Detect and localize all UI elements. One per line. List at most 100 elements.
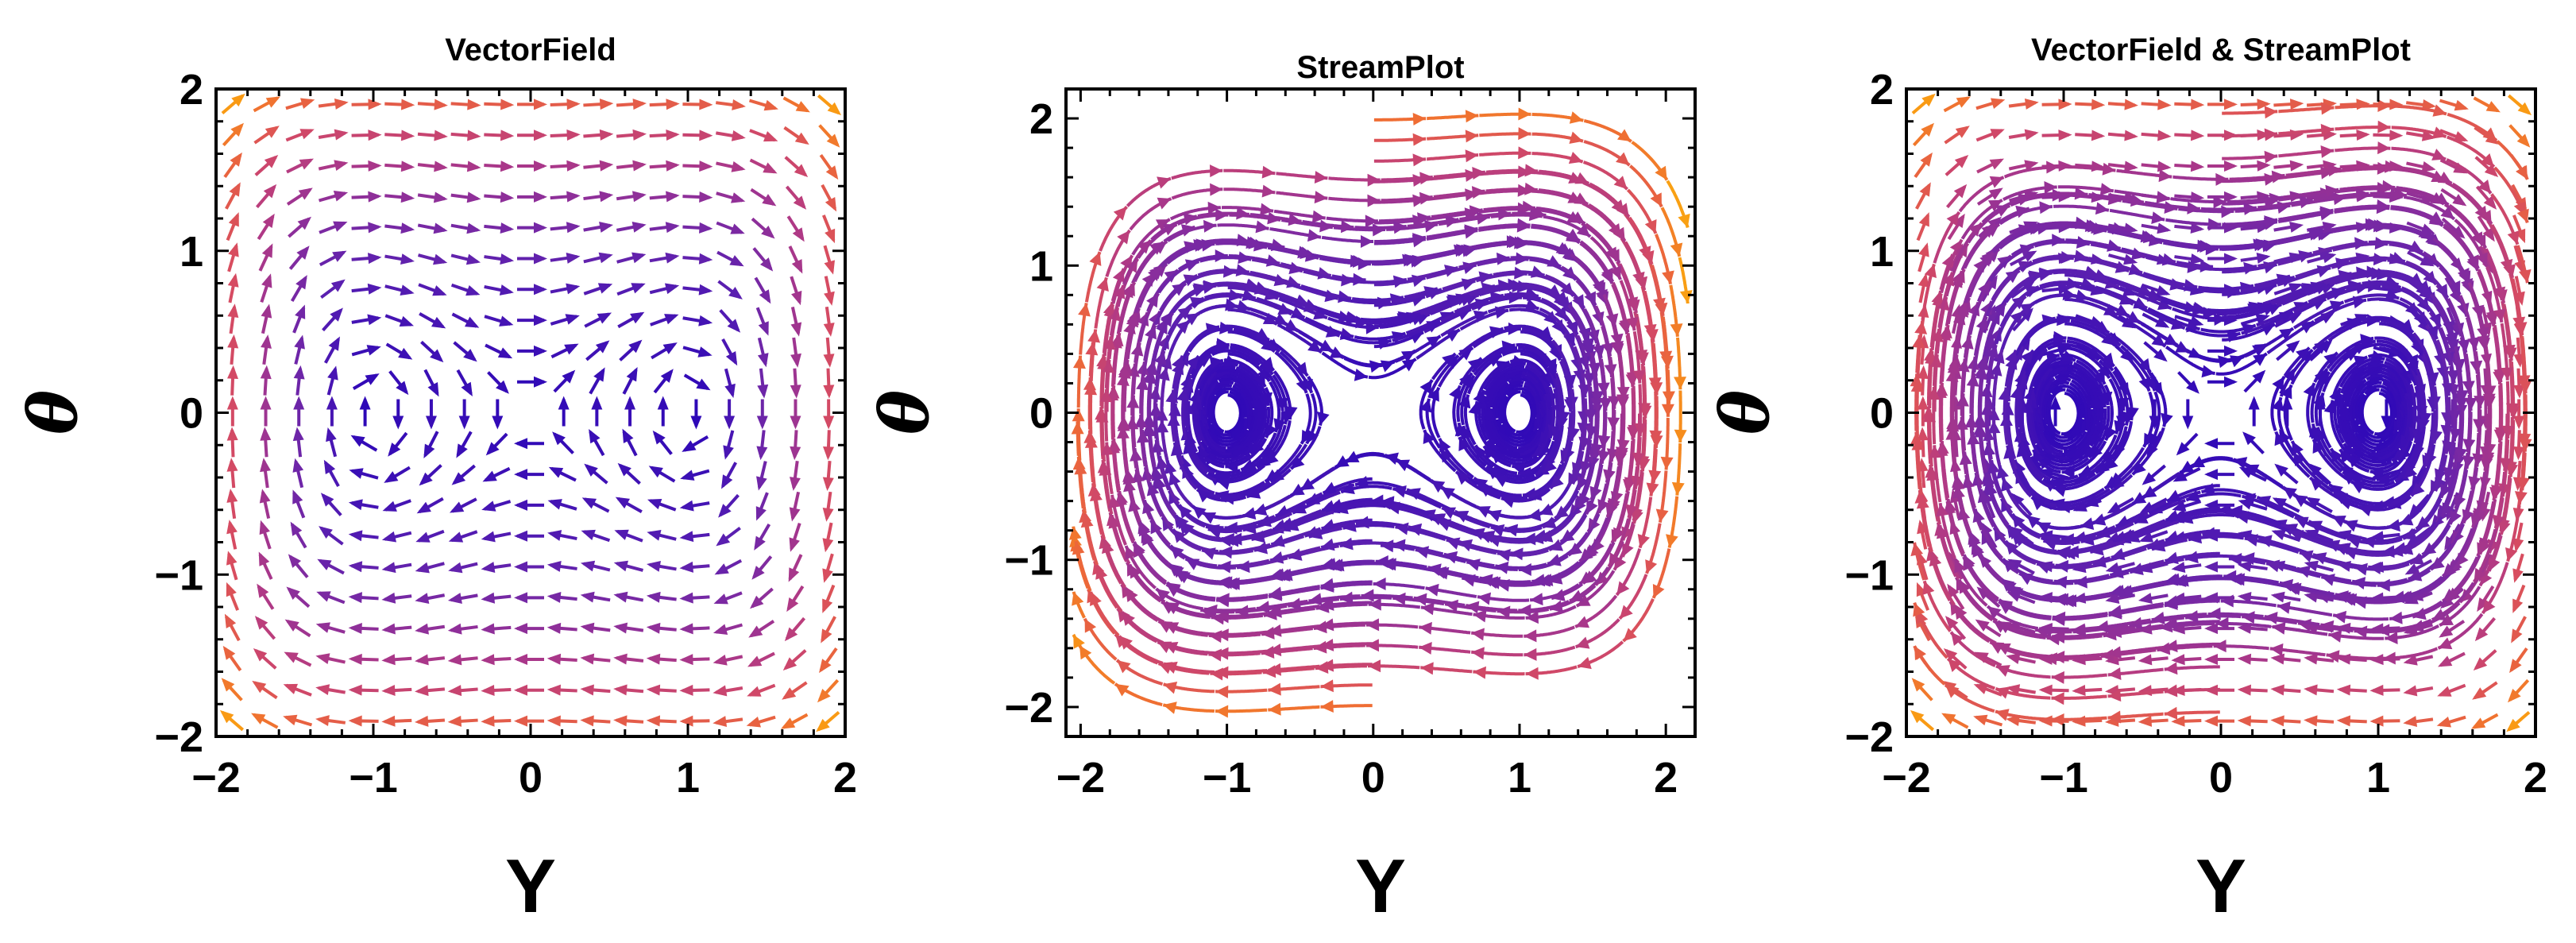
- vector-arrowhead: [2224, 253, 2238, 265]
- stream-arrowhead: [1674, 377, 1687, 390]
- vector-arrowhead: [415, 593, 430, 604]
- vector-arrowhead: [1956, 96, 1971, 108]
- vector-arrowhead: [227, 365, 238, 379]
- vector-arrowhead: [514, 469, 527, 481]
- vector-arrowhead: [2473, 657, 2488, 671]
- stream-arrowhead: [1084, 435, 1098, 448]
- stream-arrowhead: [2408, 240, 2423, 253]
- stream-arrowhead: [1650, 435, 1663, 449]
- vector-arrowhead: [315, 653, 330, 664]
- stream-arrowhead: [1636, 352, 1649, 366]
- vector-arrowhead: [260, 427, 272, 441]
- vector-arrowhead: [463, 349, 477, 362]
- vector-arrowhead: [415, 531, 431, 543]
- vector-arrowhead: [613, 591, 628, 603]
- vector-arrowhead: [761, 226, 775, 239]
- stream-arrowhead: [2455, 390, 2469, 404]
- stream-arrowhead: [1087, 329, 1101, 343]
- vector-arrowhead: [2006, 715, 2020, 727]
- vector-arrowhead: [381, 592, 396, 604]
- vector-arrowhead: [690, 415, 702, 430]
- stream-arrowhead: [1170, 442, 1184, 457]
- vector-arrowhead: [790, 385, 801, 399]
- vector-arrowhead: [2471, 717, 2486, 729]
- vector-arrowhead: [622, 428, 634, 443]
- vector-arrowhead: [297, 216, 311, 230]
- stream-arrowhead: [2283, 487, 2297, 500]
- stream-arrowhead: [1458, 437, 1470, 451]
- stream-arrowhead: [1368, 659, 1381, 673]
- stream-arrowhead: [1126, 588, 1138, 603]
- stream-arrowhead: [2180, 460, 2195, 473]
- vector-arrowhead: [2204, 438, 2218, 450]
- stream-arrowhead: [1518, 604, 1531, 617]
- stream-arrowhead: [2179, 512, 2194, 524]
- vector-arrowhead: [432, 285, 447, 296]
- y-tick-label: −1: [1004, 537, 1053, 585]
- vector-arrowhead: [2485, 101, 2501, 113]
- stream-arrowhead: [1476, 506, 1491, 518]
- stream-arrowhead: [1518, 127, 1531, 141]
- vector-arrowhead: [261, 273, 272, 288]
- stream-arrowhead: [2165, 530, 2180, 543]
- vector-arrowhead: [1991, 98, 2006, 109]
- vector-arrowhead: [451, 472, 466, 485]
- stream-arrowhead: [1419, 172, 1433, 185]
- stream-arrowhead: [2002, 558, 2017, 573]
- stream-arrowhead: [1978, 281, 1991, 296]
- stream-arrowhead: [1486, 466, 1500, 480]
- stream-arrowhead: [1442, 354, 1456, 367]
- stream-arrowhead: [2354, 562, 2368, 576]
- vector-arrowhead: [2511, 628, 2523, 643]
- vector-arrowhead: [721, 474, 733, 489]
- stream-arrowhead: [2132, 492, 2147, 504]
- vector-arrowhead: [1955, 126, 1970, 138]
- stream-arrowhead: [2080, 533, 2095, 546]
- vector-arrowhead: [613, 653, 628, 665]
- stream-arrowhead: [2038, 269, 2053, 281]
- stream-arrowhead: [1987, 407, 2000, 420]
- stream-arrowhead: [2043, 538, 2058, 551]
- vector-arrowhead: [731, 129, 746, 141]
- stream-arrowhead: [1314, 191, 1328, 204]
- vector-arrowhead: [746, 717, 761, 728]
- stream-arrowhead: [2090, 543, 2104, 556]
- y-tick-label: 0: [180, 390, 203, 438]
- stream-arrowhead: [2420, 285, 2434, 300]
- stream-arrowhead: [1625, 504, 1639, 518]
- vector-arrowhead: [699, 222, 713, 234]
- stream-arrowhead: [2084, 346, 2099, 361]
- stream-arrowhead: [1334, 455, 1350, 468]
- panel-title: VectorField: [445, 33, 616, 68]
- stream-arrowhead: [2244, 534, 2258, 547]
- stream-arrowhead: [1469, 205, 1483, 218]
- stream-arrowhead: [1183, 212, 1197, 226]
- vector-arrowhead: [662, 342, 678, 354]
- stream-arrowhead: [2165, 509, 2180, 522]
- stream-arrowhead: [1527, 508, 1542, 522]
- stream-arrowhead: [2118, 292, 2134, 305]
- vector-arrowhead: [790, 446, 801, 461]
- stream-arrowhead: [1166, 582, 1181, 596]
- stream-layer: [1068, 107, 1693, 718]
- stream-arrowhead: [1597, 499, 1610, 513]
- stream-arrowhead: [2426, 325, 2439, 339]
- vector-arrowhead: [1987, 216, 2002, 230]
- vector-arrowhead: [2157, 222, 2172, 234]
- vector-arrowhead: [790, 322, 802, 337]
- vector-arrowhead: [396, 381, 409, 396]
- vector-arrowhead: [259, 520, 270, 535]
- vector-arrowhead: [2010, 493, 2025, 507]
- vector-arrowhead: [226, 396, 238, 410]
- stream-arrowhead: [1518, 107, 1531, 121]
- stream-arrowhead: [1176, 388, 1189, 402]
- stream-arrowhead: [1375, 555, 1388, 568]
- vector-arrowhead: [646, 591, 661, 603]
- stream-arrowhead: [2423, 270, 2437, 285]
- vector-arrowhead: [423, 443, 435, 459]
- vector-arrowhead: [591, 396, 603, 410]
- stream-arrowhead: [1427, 387, 1439, 402]
- vector-arrowhead: [546, 622, 562, 634]
